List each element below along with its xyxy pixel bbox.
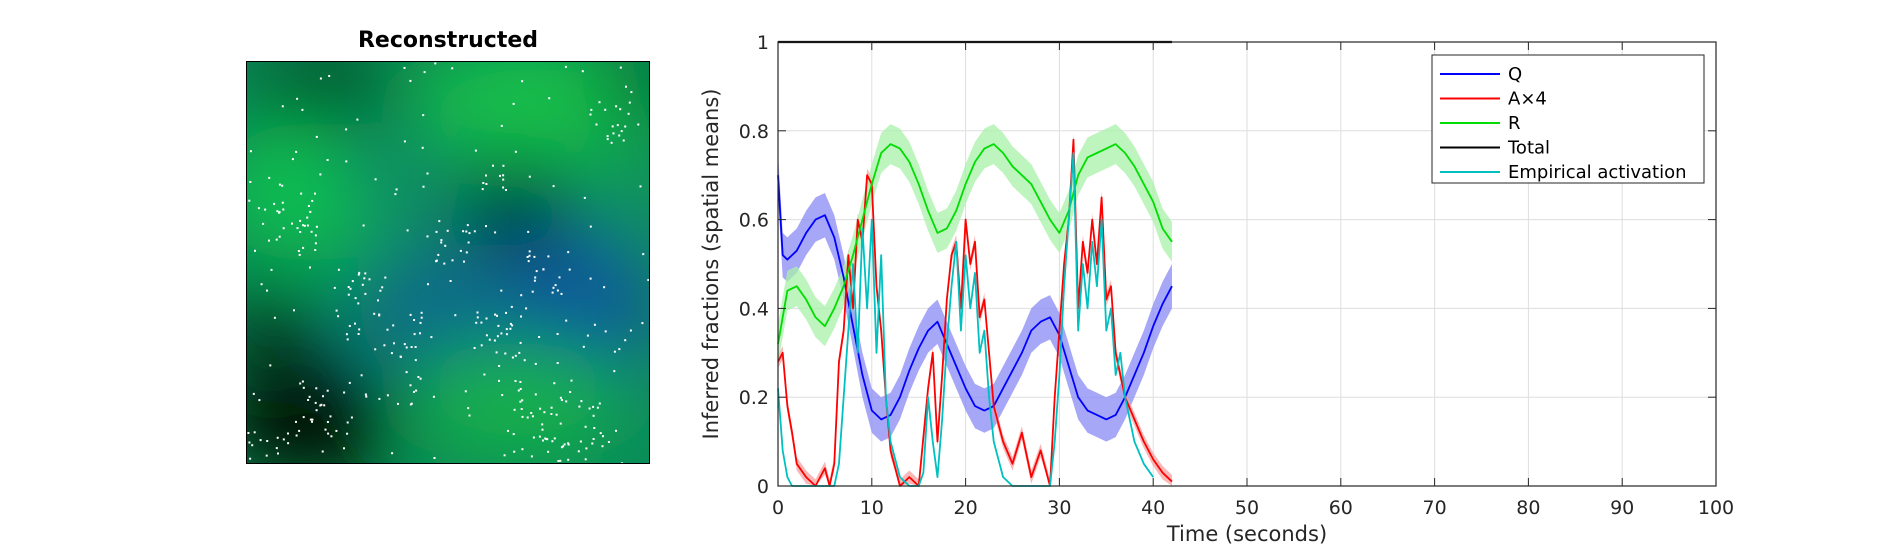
x-tick-label: 60 [1329, 497, 1353, 519]
legend-label: Q [1508, 64, 1522, 85]
legend-label: A×4 [1508, 89, 1547, 110]
legend: Q A×4 R Total Empirical activation [1431, 54, 1705, 184]
y-tick-label: 0 [757, 476, 769, 498]
y-tick-label: 0.2 [739, 387, 769, 409]
series-line-empirical-activation [777, 152, 1154, 487]
x-tick-label: 50 [1235, 497, 1259, 519]
legend-label: R [1508, 113, 1521, 134]
x-axis-label: Time (seconds) [1166, 522, 1327, 544]
reconstructed-image [246, 61, 650, 464]
x-tick-label: 40 [1141, 497, 1165, 519]
activation-dots [247, 62, 649, 463]
x-tick-label: 80 [1516, 497, 1540, 519]
x-tick-label: 10 [860, 497, 884, 519]
series-line-a-4 [777, 138, 1173, 487]
y-tick-label: 0.4 [739, 298, 769, 320]
x-tick-label: 70 [1423, 497, 1447, 519]
x-tick-label: 0 [772, 497, 784, 519]
x-tick-label: 20 [954, 497, 978, 519]
x-tick-label: 100 [1698, 497, 1734, 519]
reconstruction-panel: Reconstructed [0, 0, 700, 544]
series-line-r [777, 143, 1173, 345]
y-tick-label: 0.6 [739, 210, 769, 232]
legend-label: Total [1507, 138, 1550, 159]
fractions-chart: 0 10 20 30 40 50 60 70 80 90 100 0 0.2 0.4 0.6 0.8 1 Tim… [699, 32, 1734, 546]
x-tick-label: 30 [1047, 497, 1071, 519]
y-axis-label: Inferred fractions (spatial means) [699, 89, 723, 440]
y-tick-label: 1 [757, 32, 769, 54]
series-line-q [777, 175, 1173, 421]
legend-label: Empirical activation [1508, 162, 1687, 183]
chart-panel: 0 10 20 30 40 50 60 70 80 90 100 0 0.2 0.4 0.6 0.8 1 Tim… [690, 0, 1891, 546]
panel-title: Reconstructed [357, 28, 539, 53]
reconstructed-heatmap [247, 62, 649, 463]
y-tick-label: 0.8 [739, 121, 769, 143]
series-band-q [778, 153, 1172, 442]
x-tick-label: 90 [1610, 497, 1634, 519]
